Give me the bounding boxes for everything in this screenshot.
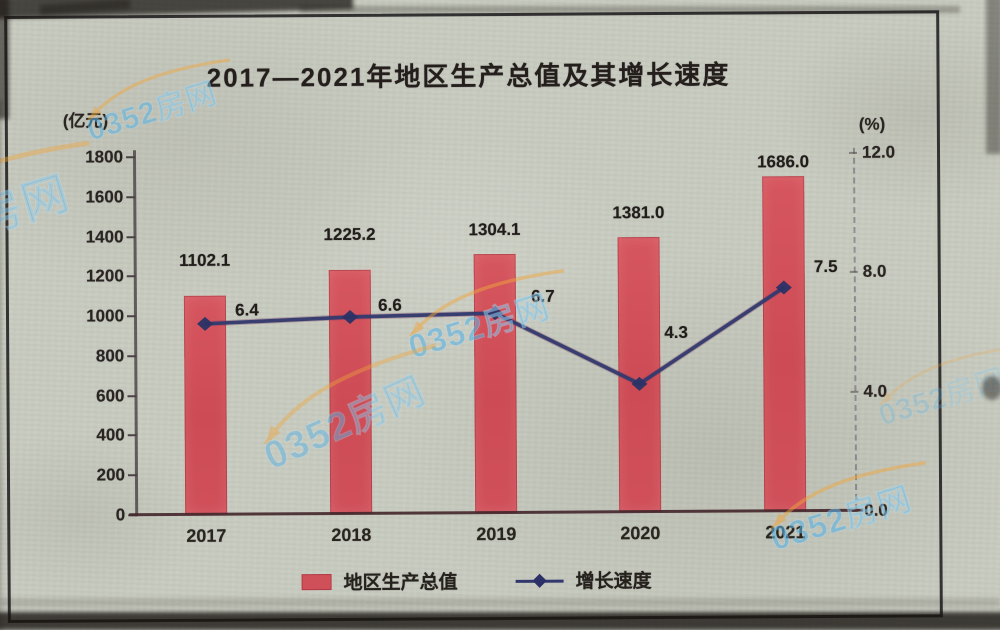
gdp-bar-value-label: 1102.1	[179, 250, 231, 270]
left-axis-tick-mark	[127, 355, 137, 358]
x-axis-labels: 2017 2018 2019 2020 2021	[0, 0, 998, 546]
growth-value-label: 6.7	[531, 286, 555, 306]
left-axis-tick-label: 400	[96, 425, 125, 445]
gdp-bar-value-label: 1686.0	[757, 151, 810, 172]
left-axis-tick-mark	[127, 434, 137, 437]
gdp-bar	[617, 237, 662, 513]
left-axis-tick-mark	[127, 474, 137, 477]
left-axis-tick-label: 1000	[86, 306, 125, 326]
gdp-bar-value-label: 1225.2	[323, 225, 376, 245]
gdp-bar	[473, 253, 518, 514]
left-axis-tick-mark	[126, 235, 136, 238]
legend-gdp-swatch	[301, 573, 332, 590]
left-axis-tick-mark	[126, 315, 137, 318]
left-axis-tick-mark	[126, 156, 136, 159]
axis-ticks: 0 200 400 600 800 1000 1200 1400 1600 1800 0.0 4.0 8…	[0, 0, 998, 525]
x-axis-year-label: 2020	[620, 523, 661, 544]
right-axis-tick-label: 12.0	[861, 142, 896, 162]
gdp-bars	[0, 0, 998, 515]
legend-label: 地区生产总值	[343, 572, 458, 594]
x-axis-year-label: 2021	[765, 522, 806, 543]
legend-item-growth: 增长速度	[515, 566, 652, 594]
gdp-bar	[762, 175, 807, 512]
left-axis-tick-label: 1600	[85, 187, 124, 207]
right-axis-tick-label: 4.0	[863, 381, 888, 401]
gdp-bar-value-label: 1304.1	[468, 219, 521, 239]
chart-title: 2017—2021年地区生产总值及其增长速度	[206, 59, 731, 93]
x-axis-year-label: 2018	[331, 524, 372, 546]
gdp-bar	[183, 295, 228, 515]
left-axis-tick-mark	[126, 275, 136, 278]
left-axis-tick-label: 1800	[85, 147, 124, 167]
legend-label: 增长速度	[575, 571, 652, 593]
right-axis-tick-label: 8.0	[862, 261, 887, 282]
legend: 地区生产总值 增长速度	[72, 565, 882, 597]
x-axis-year-label: 2019	[476, 523, 517, 545]
right-axis-unit: (%)	[858, 114, 886, 134]
left-axis-tick-label: 0	[115, 505, 126, 525]
x-axis-year-label: 2017	[186, 525, 227, 546]
growth-value-label: 6.4	[235, 300, 259, 320]
gdp-bar-value-label: 1381.0	[612, 203, 665, 223]
right-axis-tick-mark	[849, 151, 858, 154]
left-axis-tick-label: 600	[96, 385, 125, 406]
legend-growth-swatch	[515, 572, 564, 588]
left-axis-tick-label: 1200	[85, 266, 124, 286]
growth-value-label: 7.5	[813, 257, 838, 277]
growth-value-label: 6.6	[378, 295, 402, 315]
growth-value-label: 4.3	[664, 322, 688, 342]
left-axis-tick-label: 1400	[85, 226, 124, 247]
left-axis-tick-mark	[126, 195, 136, 199]
legend-diamond-icon	[532, 573, 547, 588]
right-axis-tick-label: 0.0	[864, 500, 888, 520]
left-axis-tick-label: 800	[95, 346, 125, 366]
right-axis-tick-mark	[850, 390, 859, 393]
data-labels: 1102.1 1225.2 1304.1 1381.0 1686.0 6.4 6.6 6.7 4…	[0, 0, 998, 342]
left-axis-unit: (亿元)	[62, 111, 109, 131]
left-axis-tick-label: 200	[96, 465, 126, 485]
left-axis-tick-mark	[127, 394, 137, 397]
legend-item-gdp: 地区生产总值	[301, 567, 458, 595]
